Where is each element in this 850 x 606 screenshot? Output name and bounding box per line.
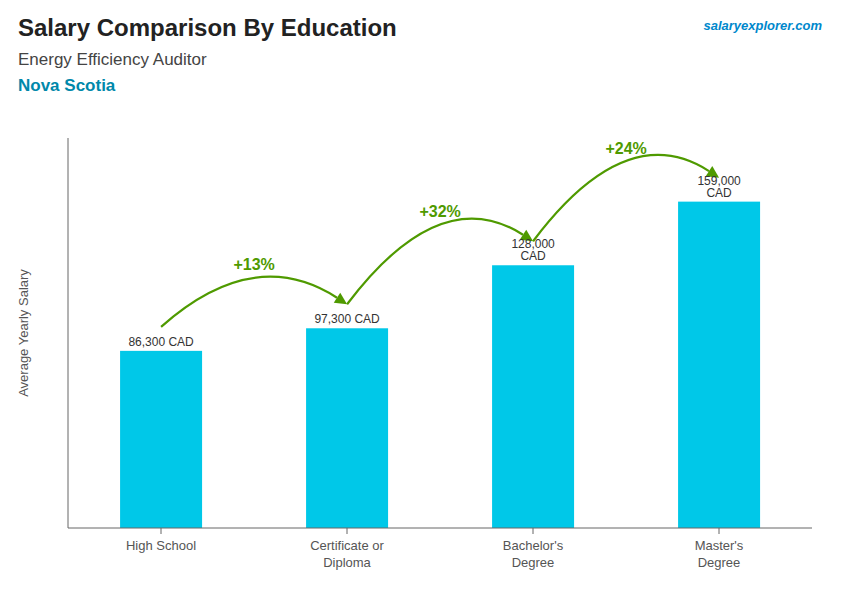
svg-text:Master'sDegree: Master'sDegree — [695, 538, 744, 570]
html-text:Salary Comparison By Education: Salary Comparison By Education — [18, 14, 397, 41]
svg-text:+32%: +32% — [419, 203, 460, 220]
html-text:Energy Efficiency Auditor: Energy Efficiency Auditor — [18, 50, 207, 69]
svg-text:128,000CAD: 128,000CAD — [511, 237, 555, 263]
svg-text:97,300 CAD: 97,300 CAD — [314, 312, 380, 326]
svg-text:+24%: +24% — [605, 140, 646, 157]
svg-text:Certificate orDiploma: Certificate orDiploma — [310, 538, 384, 570]
svg-text:159,000CAD: 159,000CAD — [697, 174, 741, 200]
svg-text:High School: High School — [126, 538, 196, 553]
svg-text:86,300 CAD: 86,300 CAD — [128, 335, 194, 349]
html-text:Nova Scotia: Nova Scotia — [18, 76, 116, 95]
svg-text:+13%: +13% — [233, 256, 274, 273]
html-text:salaryexplorer.com: salaryexplorer.com — [703, 18, 822, 33]
svg-text:Bachelor'sDegree: Bachelor'sDegree — [503, 538, 564, 570]
svg-text:Average Yearly Salary: Average Yearly Salary — [16, 269, 31, 397]
